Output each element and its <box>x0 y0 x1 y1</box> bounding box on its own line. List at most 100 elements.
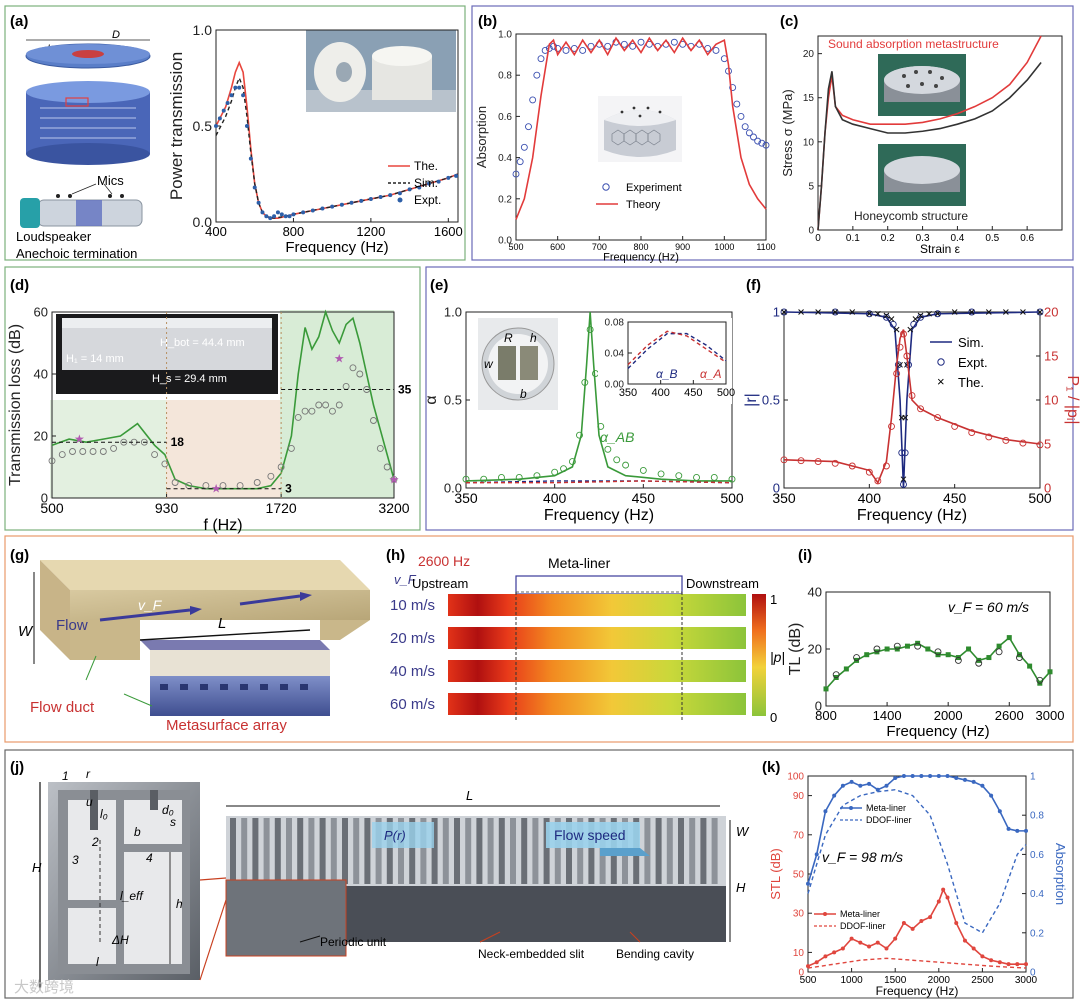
panel-label-k: (k) <box>762 759 780 776</box>
label-hs: H_s = 29.4 mm <box>152 373 227 385</box>
series-k-1 <box>807 789 1027 934</box>
data-point <box>275 210 280 215</box>
data-point <box>908 392 916 400</box>
data-point <box>217 116 222 121</box>
data-point <box>554 44 562 52</box>
data-point <box>533 71 541 79</box>
y-tick-label: 30 <box>793 909 805 920</box>
y-tick-label: 0.5 <box>193 118 213 134</box>
data-point <box>968 309 975 315</box>
liner-fin <box>308 818 315 884</box>
data-point <box>120 438 128 446</box>
label-sound-absorption: Sound absorption metastructure <box>828 37 999 51</box>
data-point <box>910 774 915 778</box>
legend-label: The. <box>958 375 984 390</box>
y2-tick-label: 20 <box>1044 305 1058 320</box>
data-point <box>356 370 364 378</box>
data-point <box>840 946 845 951</box>
series-line <box>807 775 1026 885</box>
data-point <box>657 470 665 478</box>
data-point <box>898 449 906 457</box>
data-point <box>750 133 757 141</box>
x-tick-label: 2000 <box>928 975 951 986</box>
data-point <box>882 462 890 470</box>
data-point <box>997 809 1002 814</box>
y-tick-label: 10 <box>793 948 805 959</box>
data-point <box>954 656 962 664</box>
legend-k: Meta-liner DDOF-liner Meta-liner DDOF-liner <box>814 803 912 931</box>
region-d1 <box>50 400 166 498</box>
data-point <box>951 309 958 315</box>
data-point <box>867 781 872 786</box>
series-f-2 <box>781 309 1043 483</box>
x-axis-label: Frequency (Hz) <box>886 723 989 740</box>
data-point <box>754 137 762 145</box>
y2-tick-label: 0 <box>1044 481 1051 496</box>
data-point <box>335 401 343 409</box>
liner-fin <box>297 818 304 884</box>
data-point <box>901 774 906 778</box>
data-point <box>710 473 718 481</box>
region-d3 <box>280 310 394 498</box>
data-point <box>741 123 749 131</box>
liner-fin <box>498 818 505 884</box>
data-point <box>814 960 819 965</box>
data-point <box>780 308 788 316</box>
y-tick-label: 100 <box>787 772 804 783</box>
legend-marker <box>937 358 945 366</box>
cb-bot: 0 <box>770 710 777 725</box>
y-tick-label: 0.08 <box>605 318 625 329</box>
data-point <box>832 950 837 955</box>
data-point <box>781 309 787 315</box>
data-point <box>1047 669 1053 675</box>
x-tick-label: 2600 <box>995 708 1024 723</box>
j-dim-label: 4 <box>146 851 153 865</box>
label-R: R <box>504 331 513 345</box>
frame-jk <box>4 749 1074 999</box>
y-tick-label: 40 <box>34 367 48 382</box>
h-meta-liner: Meta-liner <box>548 555 611 571</box>
x-tick-label: 450 <box>943 490 967 506</box>
legend-b: Experiment Theory <box>596 182 682 211</box>
series-d-0 <box>51 309 395 490</box>
label-b: b <box>520 387 527 401</box>
chart-a: 400 800 1200 1600 0.0 0.5 1.0 Frequency (Hz) Pow… <box>167 22 463 256</box>
data-point <box>378 195 383 200</box>
series-line <box>817 61 1042 231</box>
data-point <box>1019 439 1027 447</box>
data-point <box>151 451 159 459</box>
label-h-e: h <box>530 331 537 345</box>
data-point <box>426 181 431 186</box>
y-tick-label: 20 <box>808 642 822 657</box>
frame-d <box>4 266 421 531</box>
photo-e <box>478 318 558 410</box>
label-anechoic: Anechoic termination <box>16 246 137 261</box>
data-point <box>989 958 994 963</box>
liner-fin <box>566 818 572 884</box>
data-point <box>368 196 373 201</box>
legend-marker <box>849 806 853 810</box>
data-point <box>291 212 296 217</box>
j-bending: Bending cavity <box>616 947 694 961</box>
y-tick-label: 15 <box>803 93 815 104</box>
data-point <box>256 200 261 205</box>
x-tick-label: 0 <box>815 233 821 244</box>
legend-label: Sim. <box>958 335 984 350</box>
y-tick-label: 10 <box>803 137 815 148</box>
y-tick-label: 20 <box>34 429 48 444</box>
data-point <box>884 646 890 652</box>
x-axis-label: Frequency (Hz) <box>876 984 959 998</box>
data-point <box>712 47 720 54</box>
x-tick-label: 2000 <box>934 708 963 723</box>
data-point <box>597 422 605 430</box>
j-neck: Neck-embedded slit <box>478 947 585 961</box>
data-point <box>858 783 863 788</box>
data-point <box>1024 828 1028 833</box>
data-point <box>875 940 880 945</box>
x-axis-label: f (Hz) <box>203 517 242 534</box>
x-tick-label: 1500 <box>884 975 907 986</box>
data-point <box>737 112 745 120</box>
data-point <box>301 210 306 215</box>
data-point <box>268 216 273 221</box>
data-point <box>902 414 909 421</box>
